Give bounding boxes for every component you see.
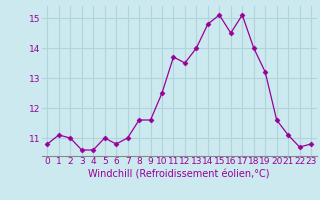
X-axis label: Windchill (Refroidissement éolien,°C): Windchill (Refroidissement éolien,°C): [88, 169, 270, 179]
